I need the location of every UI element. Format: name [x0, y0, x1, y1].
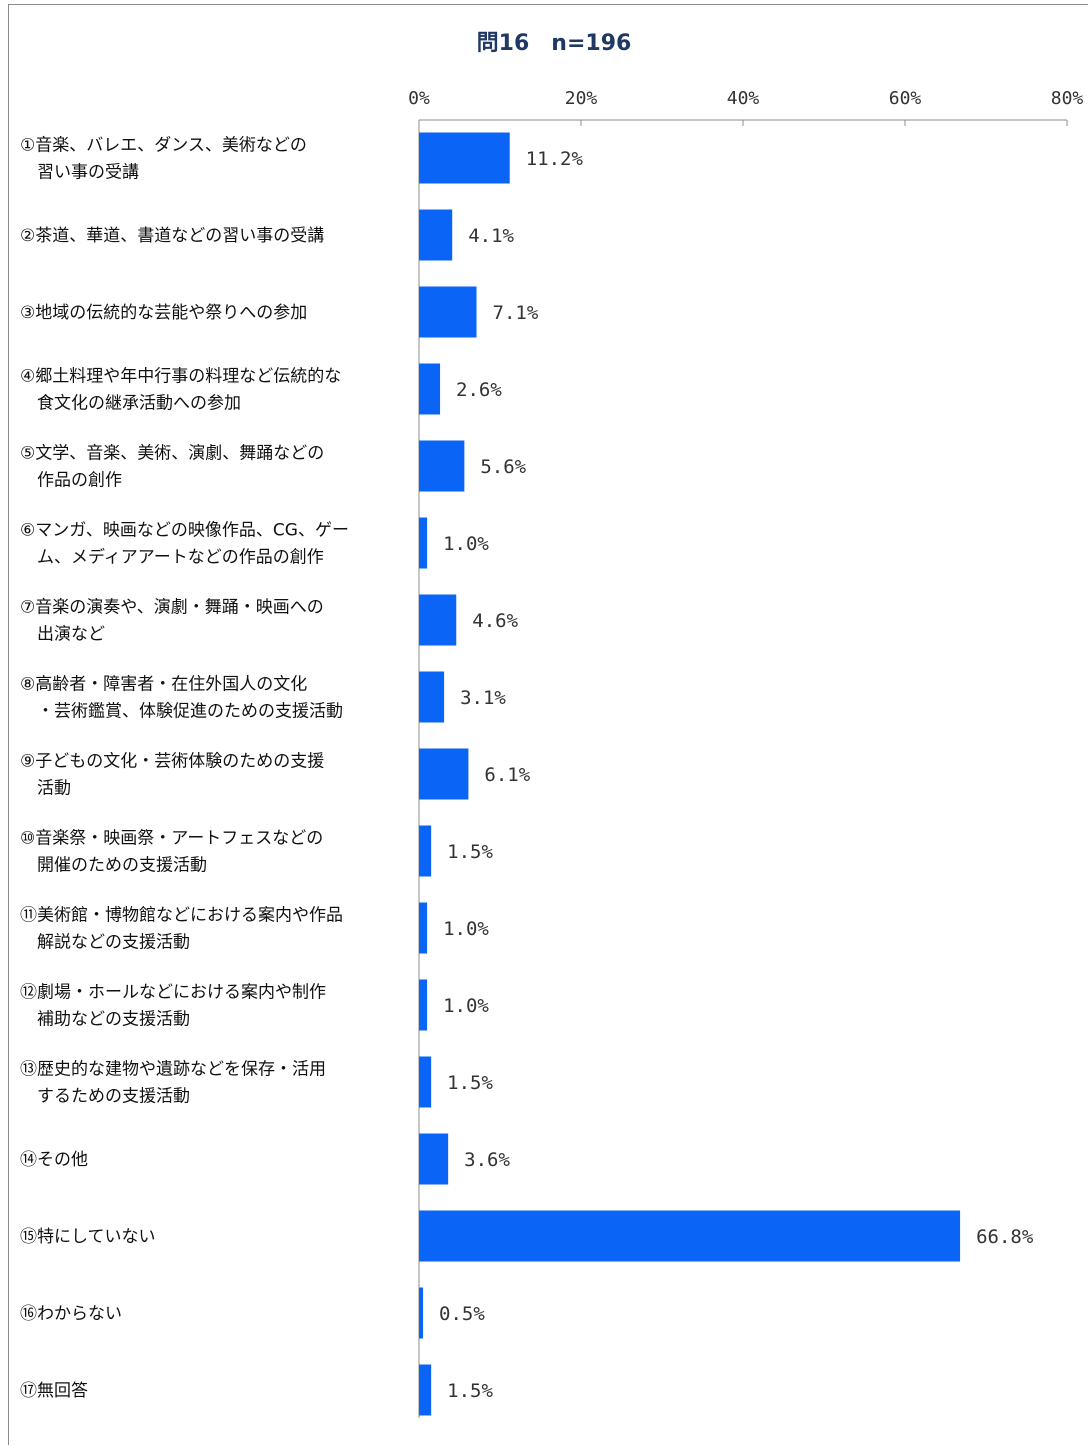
x-tick-label: 60%: [889, 88, 922, 109]
bar: [419, 1056, 432, 1108]
value-label: 1.5%: [447, 841, 493, 863]
category-label: ⑭その他: [20, 1150, 88, 1170]
value-label: 5.6%: [480, 456, 526, 478]
value-label: 1.0%: [443, 918, 489, 940]
chart-frame: [8, 4, 1088, 1445]
x-tick-label: 0%: [408, 88, 430, 109]
value-label: 66.8%: [976, 1226, 1034, 1248]
category-label: ⑰無回答: [20, 1381, 88, 1401]
category-label: ⑥マンガ、映画などの映像作品、CG、ゲー ム、メディアアートなどの作品の創作: [20, 521, 349, 568]
category-label: ⑯わからない: [20, 1304, 122, 1324]
category-label: ⑫劇場・ホールなどにおける案内や制作 補助などの支援活動: [20, 983, 326, 1030]
bar: [419, 1133, 449, 1185]
bar: [419, 209, 453, 261]
bar: [419, 517, 428, 569]
category-label: ⑪美術館・博物館などにおける案内や作品 解説などの支援活動: [20, 906, 343, 953]
category-label: ②茶道、華道、書道などの習い事の受講: [20, 226, 324, 246]
bar: [419, 594, 457, 646]
category-label: ④郷土料理や年中行事の料理など伝統的な 食文化の継承活動への参加: [20, 367, 341, 414]
value-label: 0.5%: [439, 1303, 485, 1325]
bar: [419, 363, 441, 415]
value-label: 1.0%: [443, 995, 489, 1017]
category-label: ①音楽、バレエ、ダンス、美術などの 習い事の受講: [20, 136, 307, 183]
category-label: ③地域の伝統的な芸能や祭りへの参加: [20, 303, 307, 323]
value-label: 1.5%: [447, 1380, 493, 1402]
bar: [419, 748, 469, 800]
category-label: ⑨子どもの文化・芸術体験のための支援 活動: [20, 752, 324, 799]
value-label: 7.1%: [493, 302, 539, 324]
bar: [419, 979, 428, 1031]
bar: [419, 286, 477, 338]
value-label: 4.6%: [472, 610, 518, 632]
bar: [419, 1364, 432, 1416]
value-label: 1.0%: [443, 533, 489, 555]
value-label: 11.2%: [526, 148, 584, 170]
x-tick-label: 80%: [1051, 88, 1084, 109]
x-tick-label: 40%: [727, 88, 760, 109]
category-label: ⑬歴史的な建物や遺跡などを保存・活用 するための支援活動: [20, 1060, 326, 1107]
value-label: 2.6%: [456, 379, 502, 401]
value-label: 4.1%: [468, 225, 514, 247]
category-label: ⑮特にしていない: [20, 1227, 156, 1247]
bar: [419, 825, 432, 877]
bar: [419, 1210, 961, 1262]
category-label: ⑤文学、音楽、美術、演劇、舞踊などの 作品の創作: [20, 444, 324, 491]
bar: [419, 132, 510, 184]
value-label: 3.6%: [464, 1149, 510, 1171]
value-label: 6.1%: [484, 764, 530, 786]
category-label: ⑧高齢者・障害者・在住外国人の文化 ・芸術鑑賞、体験促進のための支援活動: [20, 675, 343, 722]
category-label: ⑩音楽祭・映画祭・アートフェスなどの 開催のための支援活動: [20, 829, 323, 876]
x-tick-label: 20%: [565, 88, 598, 109]
bars: [419, 132, 961, 1416]
chart-title: 問16 n=196: [477, 31, 632, 56]
category-label: ⑦音楽の演奏や、演劇・舞踊・映画への 出演など: [20, 598, 324, 645]
value-label: 1.5%: [447, 1072, 493, 1094]
value-label: 3.1%: [460, 687, 506, 709]
bar: [419, 1287, 424, 1339]
value-labels: 11.2% 4.1% 7.1% 2.6% 5.6% 1.0% 4.6% 3.1% 6.1% 1.5…: [439, 148, 1034, 1402]
bar: [419, 902, 428, 954]
bar: [419, 671, 445, 723]
bar: [419, 440, 465, 492]
category-labels: ①音楽、バレエ、ダンス、美術などの 習い事の受講 ②茶道、華道、書道などの習い事の…: [20, 136, 349, 1402]
